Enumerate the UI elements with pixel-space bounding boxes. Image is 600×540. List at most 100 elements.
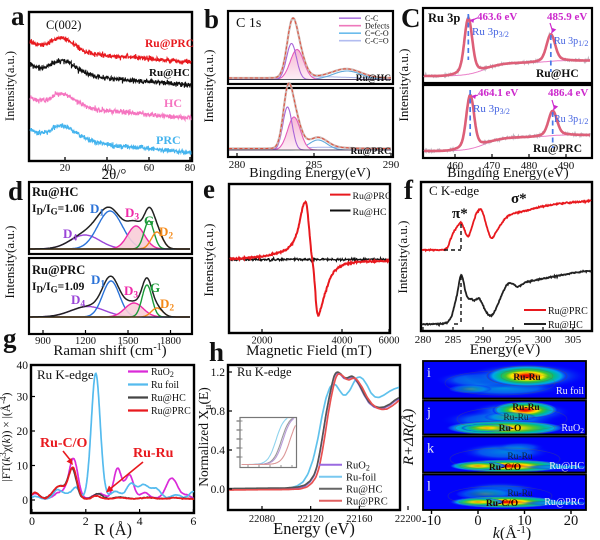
svg-text:Ru-O: Ru-O [499,424,522,434]
svg-text:R (Å): R (Å) [94,520,132,539]
svg-text:285: 285 [306,159,323,171]
svg-text:60: 60 [144,163,155,174]
svg-text:Ru-Ru: Ru-Ru [507,489,533,499]
svg-text:40: 40 [102,163,113,174]
svg-text:C 1s: C 1s [236,16,261,31]
svg-text:490: 490 [558,160,575,172]
svg-text:RuO2: RuO2 [346,460,370,472]
svg-text:Intensity(a.u.): Intensity(a.u.) [3,51,17,121]
svg-text:Energy (eV): Energy (eV) [273,519,355,538]
svg-text:Ru foil: Ru foil [151,380,179,391]
svg-text:290: 290 [475,334,492,346]
svg-text:0: 0 [29,514,35,528]
svg-text:HC: HC [164,96,182,110]
svg-text:Magnetic Field (mT): Magnetic Field (mT) [246,343,372,359]
svg-text:f: f [404,175,414,205]
svg-text:470: 470 [484,160,501,172]
svg-text:C-C: C-C [365,14,378,23]
svg-text:Ru@PRC: Ru@PRC [32,263,85,277]
svg-text:Defects: Defects [365,22,389,31]
svg-text:4000: 4000 [332,336,353,347]
svg-text:486.4 eV: 486.4 eV [548,87,588,99]
svg-text:900: 900 [35,336,51,347]
svg-text:464.1 eV: 464.1 eV [478,87,518,99]
svg-text:Ru@HC: Ru@HC [346,484,383,495]
svg-text:Ru-C/O: Ru-C/O [489,463,521,473]
svg-text:Intensity(a.u.): Intensity(a.u.) [201,224,216,297]
svg-text:Bingding Energy(eV): Bingding Energy(eV) [447,166,569,181]
svg-text:Ru 3p: Ru 3p [428,11,460,25]
svg-text:285: 285 [445,334,462,346]
svg-text:Ru@HC: Ru@HC [32,185,78,199]
svg-text:Ru foil: Ru foil [556,386,584,397]
svg-text:Ru@PRC: Ru@PRC [548,306,588,317]
svg-text:RuO2: RuO2 [561,423,584,435]
svg-text:463.6 eV: 463.6 eV [477,11,517,23]
svg-text:Ru@PRC: Ru@PRC [151,406,191,417]
svg-text:Energy(eV): Energy(eV) [470,342,541,358]
svg-text:k: k [427,442,434,457]
svg-text:Ru-Ru: Ru-Ru [513,373,541,383]
svg-text:22200: 22200 [395,514,421,525]
svg-text:R+ΔR(Å): R+ΔR(Å) [401,409,417,466]
svg-text:0.8: 0.8 [211,406,226,418]
svg-text:RuO2: RuO2 [151,367,174,379]
svg-text:280: 280 [415,334,432,346]
svg-text:2000: 2000 [252,336,273,347]
svg-text:Ru-Ru: Ru-Ru [507,452,533,462]
svg-text:Ru@HC: Ru@HC [548,320,583,331]
svg-text:σ*: σ* [511,191,527,207]
svg-text:|FT(k3χ(k)) × |(Å-4): |FT(k3χ(k)) × |(Å-4) [0,392,13,481]
svg-text:Normalized Xμ(E): Normalized Xμ(E) [196,387,214,486]
svg-text:d: d [8,176,23,206]
svg-text:280: 280 [229,159,246,171]
svg-text:Intensity(a.u.): Intensity(a.u.) [395,221,410,294]
svg-text:0.0: 0.0 [211,484,226,496]
svg-text:Ru@HC: Ru@HC [353,207,387,218]
svg-text:20: 20 [60,163,71,174]
svg-text:ID/IG=1.06: ID/IG=1.06 [32,203,85,217]
svg-text:22160: 22160 [346,514,372,525]
svg-text:0: 0 [474,513,481,529]
svg-text:Ru@PRC: Ru@PRC [145,38,194,50]
svg-text:Ru-Ru: Ru-Ru [503,413,529,423]
svg-text:80: 80 [185,163,196,174]
svg-text:22120: 22120 [298,514,324,525]
svg-text:Ru@HC: Ru@HC [149,67,190,79]
svg-text:Bingding Energy(eV): Bingding Energy(eV) [249,166,371,181]
svg-text:Intensity(a.u.): Intensity(a.u.) [201,50,216,123]
svg-text:G: G [150,280,160,295]
svg-text:Ru@PRC: Ru@PRC [544,497,584,508]
svg-text:l: l [427,480,431,495]
svg-text:Ru-C/O: Ru-C/O [486,499,518,509]
svg-text:6000: 6000 [379,336,400,347]
svg-text:C(002): C(002) [46,18,81,32]
svg-text:Ru K-edge: Ru K-edge [237,365,292,379]
svg-text:Intensity(a.u.): Intensity(a.u.) [2,226,17,299]
svg-text:C-C=O: C-C=O [365,37,389,46]
svg-text:Ru K-edge: Ru K-edge [37,367,94,382]
svg-text:2θ/°: 2θ/° [102,167,127,183]
svg-text:Ru-Ru: Ru-Ru [133,446,174,461]
svg-text:Ru@PRC: Ru@PRC [353,191,392,202]
svg-text:20: 20 [564,513,579,529]
svg-text:b: b [204,4,219,34]
svg-text:-10: -10 [422,513,441,529]
svg-text:22080: 22080 [249,514,275,525]
svg-text:k(Å-1): k(Å-1) [493,524,532,540]
svg-text:40: 40 [17,360,29,372]
svg-text:1.2: 1.2 [211,367,226,379]
svg-text:Ru 3p1/2: Ru 3p1/2 [554,114,588,126]
svg-text:305: 305 [565,334,582,346]
svg-text:C: C [401,3,421,33]
svg-text:C=C-O: C=C-O [365,29,389,38]
svg-text:Ru@HC: Ru@HC [536,68,579,80]
svg-text:Ru@PRC: Ru@PRC [346,496,388,507]
svg-text:PRC: PRC [156,133,181,147]
svg-text:30: 30 [17,392,29,404]
svg-text:Ru-foil: Ru-foil [346,472,376,483]
svg-text:10: 10 [17,461,29,473]
svg-text:e: e [203,174,215,204]
svg-text:i: i [427,366,431,381]
svg-text:2: 2 [83,514,89,528]
